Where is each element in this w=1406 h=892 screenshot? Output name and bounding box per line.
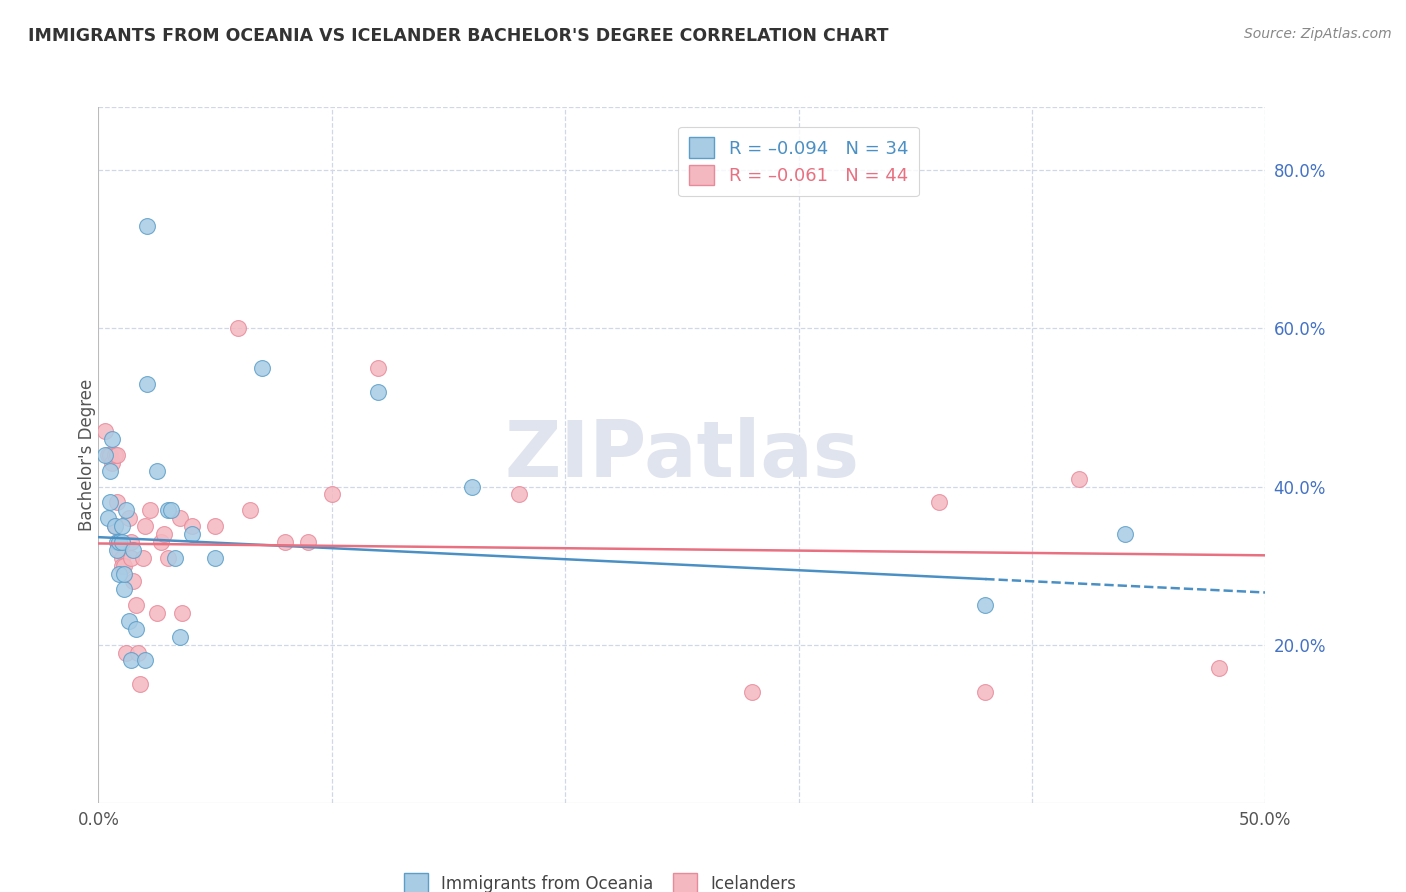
Point [122, 574, 145, 589]
Point [105, 448, 128, 462]
Point [974, 685, 997, 699]
Text: ZIPatlas: ZIPatlas [505, 417, 859, 493]
Y-axis label: Bachelor's Degree: Bachelor's Degree [79, 379, 96, 531]
Point [204, 550, 226, 565]
Point [150, 534, 173, 549]
Point [139, 503, 162, 517]
Point [239, 503, 262, 517]
Point [115, 646, 138, 660]
Point [741, 685, 763, 699]
Point [108, 534, 131, 549]
Point [111, 550, 134, 565]
Point [1067, 472, 1090, 486]
Point [172, 606, 194, 620]
Point [367, 384, 389, 399]
Point [104, 519, 127, 533]
Point [228, 321, 250, 335]
Point [104, 448, 127, 462]
Point [98, 495, 121, 509]
Point [321, 487, 343, 501]
Point [97, 448, 120, 462]
Point [134, 653, 156, 667]
Point [152, 527, 174, 541]
Point [127, 646, 149, 660]
Point [120, 550, 142, 565]
Legend: Immigrants from Oceania, Icelanders: Immigrants from Oceania, Icelanders [398, 867, 803, 892]
Point [146, 606, 169, 620]
Point [108, 534, 131, 549]
Point [157, 503, 180, 517]
Point [101, 432, 124, 446]
Point [118, 511, 141, 525]
Text: IMMIGRANTS FROM OCEANIA VS ICELANDER BACHELOR'S DEGREE CORRELATION CHART: IMMIGRANTS FROM OCEANIA VS ICELANDER BAC… [28, 27, 889, 45]
Point [297, 534, 319, 549]
Point [125, 598, 148, 612]
Point [1114, 527, 1136, 541]
Point [94, 448, 117, 462]
Point [1208, 661, 1230, 675]
Point [125, 622, 148, 636]
Point [94, 424, 117, 438]
Point [97, 511, 120, 525]
Point [112, 582, 135, 597]
Point [274, 534, 297, 549]
Point [367, 360, 389, 375]
Point [120, 653, 142, 667]
Point [157, 550, 180, 565]
Point [136, 376, 159, 391]
Point [508, 487, 530, 501]
Point [159, 503, 181, 517]
Point [122, 542, 145, 557]
Point [115, 503, 138, 517]
Point [101, 456, 124, 470]
Point [146, 464, 169, 478]
Point [129, 677, 152, 691]
Point [98, 464, 121, 478]
Point [98, 448, 121, 462]
Point [204, 519, 226, 533]
Point [111, 519, 134, 533]
Point [169, 511, 191, 525]
Point [120, 534, 142, 549]
Point [108, 542, 131, 557]
Point [112, 558, 135, 573]
Point [105, 534, 128, 549]
Point [928, 495, 950, 509]
Point [104, 519, 127, 533]
Point [974, 598, 997, 612]
Point [136, 219, 159, 233]
Point [118, 614, 141, 628]
Point [111, 558, 134, 573]
Point [105, 495, 128, 509]
Point [461, 479, 484, 493]
Point [180, 527, 202, 541]
Point [112, 566, 135, 581]
Point [111, 534, 134, 549]
Point [132, 550, 155, 565]
Point [108, 566, 131, 581]
Point [165, 550, 187, 565]
Point [105, 542, 128, 557]
Point [180, 519, 202, 533]
Point [134, 519, 156, 533]
Point [169, 630, 191, 644]
Point [250, 360, 273, 375]
Text: Source: ZipAtlas.com: Source: ZipAtlas.com [1244, 27, 1392, 41]
